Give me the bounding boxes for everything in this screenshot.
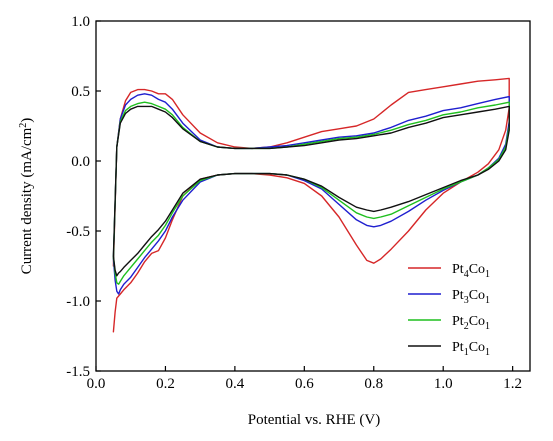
x-tick-label: 1.0 xyxy=(434,376,453,392)
y-tick-label: 0.0 xyxy=(71,154,90,170)
legend-label: Pt4Co1 xyxy=(452,262,490,280)
x-tick-label: 0.2 xyxy=(156,376,175,392)
x-axis-ticks: 0.0 0.2 0.4 0.6 0.8 1.0 1.2 xyxy=(87,366,522,392)
plot-area xyxy=(95,20,531,372)
y-tick-label: -1.5 xyxy=(66,364,90,380)
series-line-3 xyxy=(112,101,510,285)
legend: Pt4Co1 Pt3Co1 Pt2Co1 Pt1Co1 xyxy=(408,262,490,358)
plot-frame xyxy=(95,20,531,372)
series-line-2 xyxy=(112,93,510,295)
y-axis-ticks: 1.0 0.5 0.0 -0.5 -1.0 -1.5 xyxy=(66,14,101,380)
y-tick-label: 0.5 xyxy=(71,84,90,100)
x-tick-label: 1.2 xyxy=(503,376,522,392)
legend-label: Pt1Co1 xyxy=(452,340,490,358)
legend-label: Pt2Co1 xyxy=(452,314,490,332)
series-line-1 xyxy=(112,77,510,333)
x-tick-label: 0.6 xyxy=(295,376,314,392)
x-tick-label: 0.8 xyxy=(364,376,383,392)
x-tick-label: 0.4 xyxy=(226,376,245,392)
legend-label: Pt3Co1 xyxy=(452,288,490,306)
x-axis-label: Potential vs. RHE (V) xyxy=(248,412,381,428)
y-tick-label: -1.0 xyxy=(66,294,90,310)
series-layer xyxy=(112,77,510,333)
x-tick-label: 0.0 xyxy=(87,376,106,392)
y-tick-label: -0.5 xyxy=(66,224,90,240)
y-axis-label: Current density (mA/cm2) xyxy=(18,118,36,275)
y-tick-label: 1.0 xyxy=(71,14,90,30)
series-line-4 xyxy=(112,105,510,277)
